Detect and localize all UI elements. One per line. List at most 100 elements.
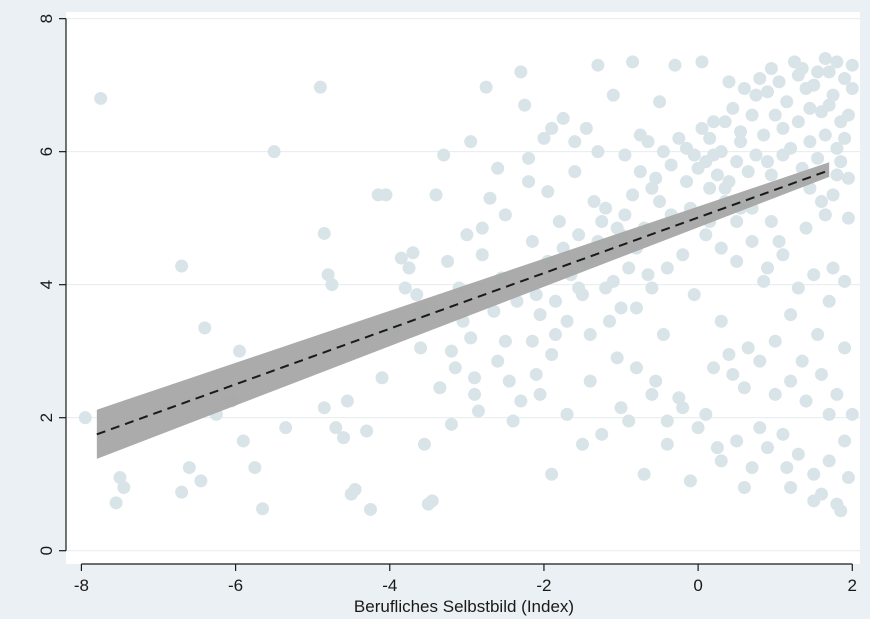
data-point (429, 188, 443, 202)
data-point (799, 81, 813, 95)
data-point (468, 371, 482, 385)
confidence-interval-band (96, 162, 830, 459)
data-point (741, 341, 755, 355)
data-point (556, 111, 570, 125)
data-point (757, 128, 771, 142)
data-point (267, 145, 281, 159)
y-tick-label: 6 (37, 147, 56, 156)
data-point (791, 115, 805, 129)
data-point (606, 274, 620, 288)
data-point (703, 131, 717, 145)
data-point (660, 437, 674, 451)
data-point (710, 168, 724, 182)
data-point (522, 151, 536, 165)
data-point (830, 168, 844, 182)
data-point (402, 261, 416, 275)
data-point (583, 374, 597, 388)
data-point (791, 447, 805, 461)
data-point (830, 497, 844, 511)
data-point (622, 414, 636, 428)
data-point (487, 304, 501, 318)
data-point (784, 374, 798, 388)
data-point (714, 314, 728, 328)
data-point (753, 421, 767, 435)
data-point (841, 171, 855, 185)
data-point (560, 314, 574, 328)
data-point (730, 254, 744, 268)
data-point (117, 481, 131, 495)
data-point (749, 148, 763, 162)
data-point (822, 454, 836, 468)
data-point (633, 165, 647, 179)
data-point (572, 228, 586, 242)
data-point (838, 434, 852, 448)
data-point (94, 91, 108, 105)
data-point (437, 148, 451, 162)
data-point (830, 55, 844, 69)
data-point (818, 128, 832, 142)
data-point (610, 221, 624, 235)
data-point (753, 354, 767, 368)
data-point (807, 467, 821, 481)
data-point (379, 188, 393, 202)
data-point (845, 407, 859, 421)
data-point (232, 344, 246, 358)
data-point (656, 328, 670, 342)
data-point (764, 62, 778, 76)
data-point (417, 437, 431, 451)
data-point (460, 228, 474, 242)
x-tick-label: 2 (848, 576, 857, 595)
data-point (691, 421, 705, 435)
data-point (337, 431, 351, 445)
data-point (760, 85, 774, 99)
data-point (710, 441, 724, 455)
data-point (479, 80, 493, 94)
data-point (649, 171, 663, 185)
data-point (471, 404, 485, 418)
data-point (722, 175, 736, 189)
data-point (841, 211, 855, 225)
data-point (826, 188, 840, 202)
data-point (549, 294, 563, 308)
data-point (575, 437, 589, 451)
data-point (444, 344, 458, 358)
data-point (803, 101, 817, 115)
data-point (830, 387, 844, 401)
data-point (784, 308, 798, 322)
data-point (838, 72, 852, 86)
data-point (464, 135, 478, 149)
data-point (714, 241, 728, 255)
data-point (236, 434, 250, 448)
data-point (730, 155, 744, 169)
data-point (672, 131, 686, 145)
data-point (822, 98, 836, 112)
x-tick-label: -4 (382, 576, 397, 595)
data-point (109, 496, 123, 510)
data-point (838, 131, 852, 145)
y-tick-label: 0 (37, 546, 56, 555)
data-point (764, 214, 778, 228)
data-point (433, 381, 447, 395)
data-point (776, 427, 790, 441)
x-tick-label: 0 (693, 576, 702, 595)
data-point (653, 195, 667, 209)
data-point (676, 248, 690, 262)
confidence-band (96, 162, 830, 459)
data-point (838, 341, 852, 355)
data-point (795, 62, 809, 76)
data-point (256, 502, 270, 516)
data-point (529, 288, 543, 302)
data-point (464, 331, 478, 345)
data-point (175, 485, 189, 499)
data-point (549, 328, 563, 342)
data-point (795, 354, 809, 368)
data-point (776, 248, 790, 262)
data-point (626, 55, 640, 69)
data-point (545, 348, 559, 362)
data-point (502, 374, 516, 388)
data-point (660, 414, 674, 428)
data-point (329, 421, 343, 435)
data-point (626, 188, 640, 202)
